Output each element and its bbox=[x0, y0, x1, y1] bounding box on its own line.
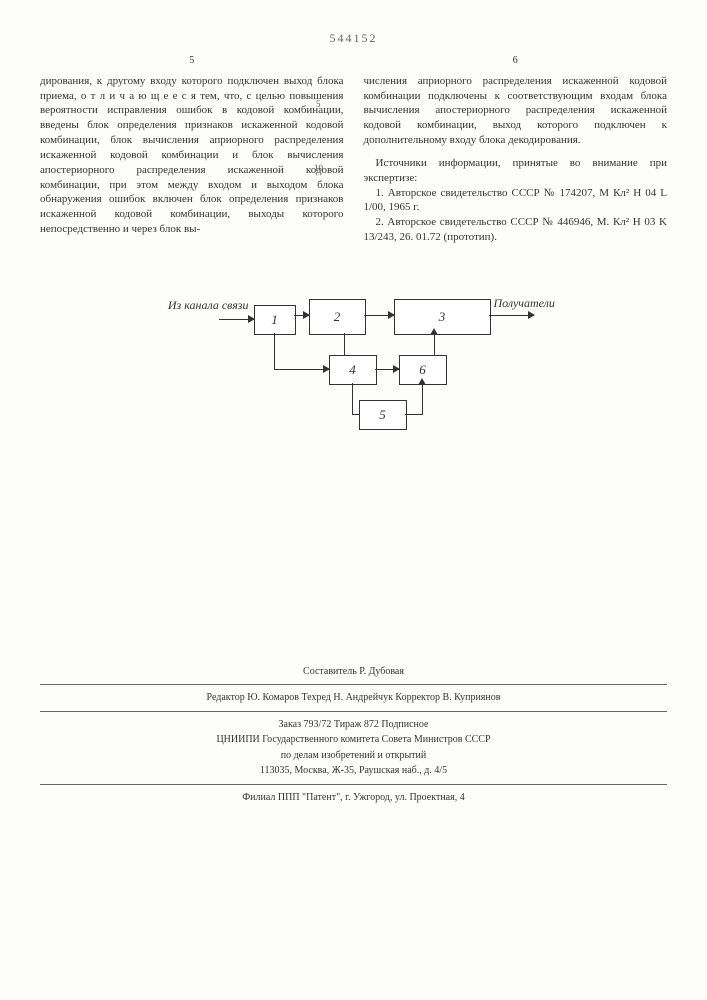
footer-rule bbox=[40, 784, 667, 785]
edge-5-6v bbox=[422, 383, 424, 414]
right-col-number: 6 bbox=[364, 54, 668, 68]
edge-1-down bbox=[274, 333, 276, 369]
line-marker-5: 5 bbox=[316, 98, 321, 110]
footer-sostav: Составитель Р. Дубовая bbox=[40, 665, 667, 679]
edge-2-4 bbox=[344, 333, 346, 355]
footer-org1: ЦНИИПИ Государственного комитета Совета … bbox=[40, 733, 667, 747]
arrowhead bbox=[323, 365, 330, 373]
block-3: 3 bbox=[394, 299, 491, 335]
footer-addr2: Филиал ППП "Патент", г. Ужгород, ул. Про… bbox=[40, 791, 667, 805]
arrowhead bbox=[388, 311, 395, 319]
reference-2: 2. Авторское свидетельство СССР № 446946… bbox=[364, 215, 668, 245]
footer-editors: Редактор Ю. Комаров Техред Н. Андрейчук … bbox=[40, 691, 667, 705]
references: Источники информации, принятые во вниман… bbox=[364, 156, 668, 245]
edge-6-3 bbox=[434, 333, 436, 355]
arrowhead bbox=[393, 365, 400, 373]
output-label: Получатели bbox=[494, 295, 555, 311]
block-1: 1 bbox=[254, 305, 296, 335]
arrowhead bbox=[430, 328, 438, 335]
footer-block: Составитель Р. Дубовая Редактор Ю. Комар… bbox=[40, 665, 667, 805]
input-label: Из канала связи bbox=[159, 297, 249, 313]
left-col-body: дирования, к другому входу которого подк… bbox=[40, 74, 344, 237]
edge-5-6h bbox=[405, 414, 423, 416]
doc-number: 544152 bbox=[40, 30, 667, 46]
footer-zakaz: Заказ 793/72 Тираж 872 Подписное bbox=[40, 718, 667, 732]
arrowhead bbox=[303, 311, 310, 319]
block-4: 4 bbox=[329, 355, 377, 385]
arrowhead bbox=[418, 378, 426, 385]
right-col-body: числения априорного распределения искаже… bbox=[364, 74, 668, 148]
arrowhead bbox=[528, 311, 535, 319]
line-marker-10: 10 bbox=[314, 162, 323, 174]
footer-rule bbox=[40, 711, 667, 712]
block-diagram: Из канала связи Получатели 1 2 3 4 5 6 bbox=[164, 285, 544, 465]
footer-addr1: 113035, Москва, Ж-35, Раушская наб., д. … bbox=[40, 764, 667, 778]
edge-4-down bbox=[352, 383, 354, 414]
edge-4-5 bbox=[352, 414, 359, 416]
block-5: 5 bbox=[359, 400, 407, 430]
footer-org2: по делам изобретений и открытий bbox=[40, 749, 667, 763]
left-column: 5 дирования, к другому входу которого по… bbox=[40, 54, 344, 245]
edge-1-4 bbox=[274, 369, 329, 371]
right-column: 6 числения априорного распределения иска… bbox=[364, 54, 668, 245]
reference-1: 1. Авторское свидетельство СССР № 174207… bbox=[364, 186, 668, 216]
left-col-number: 5 bbox=[40, 54, 344, 68]
block-2: 2 bbox=[309, 299, 366, 335]
footer-rule bbox=[40, 684, 667, 685]
two-column-text: 5 дирования, к другому входу которого по… bbox=[40, 54, 667, 245]
references-title: Источники информации, принятые во вниман… bbox=[364, 156, 668, 186]
